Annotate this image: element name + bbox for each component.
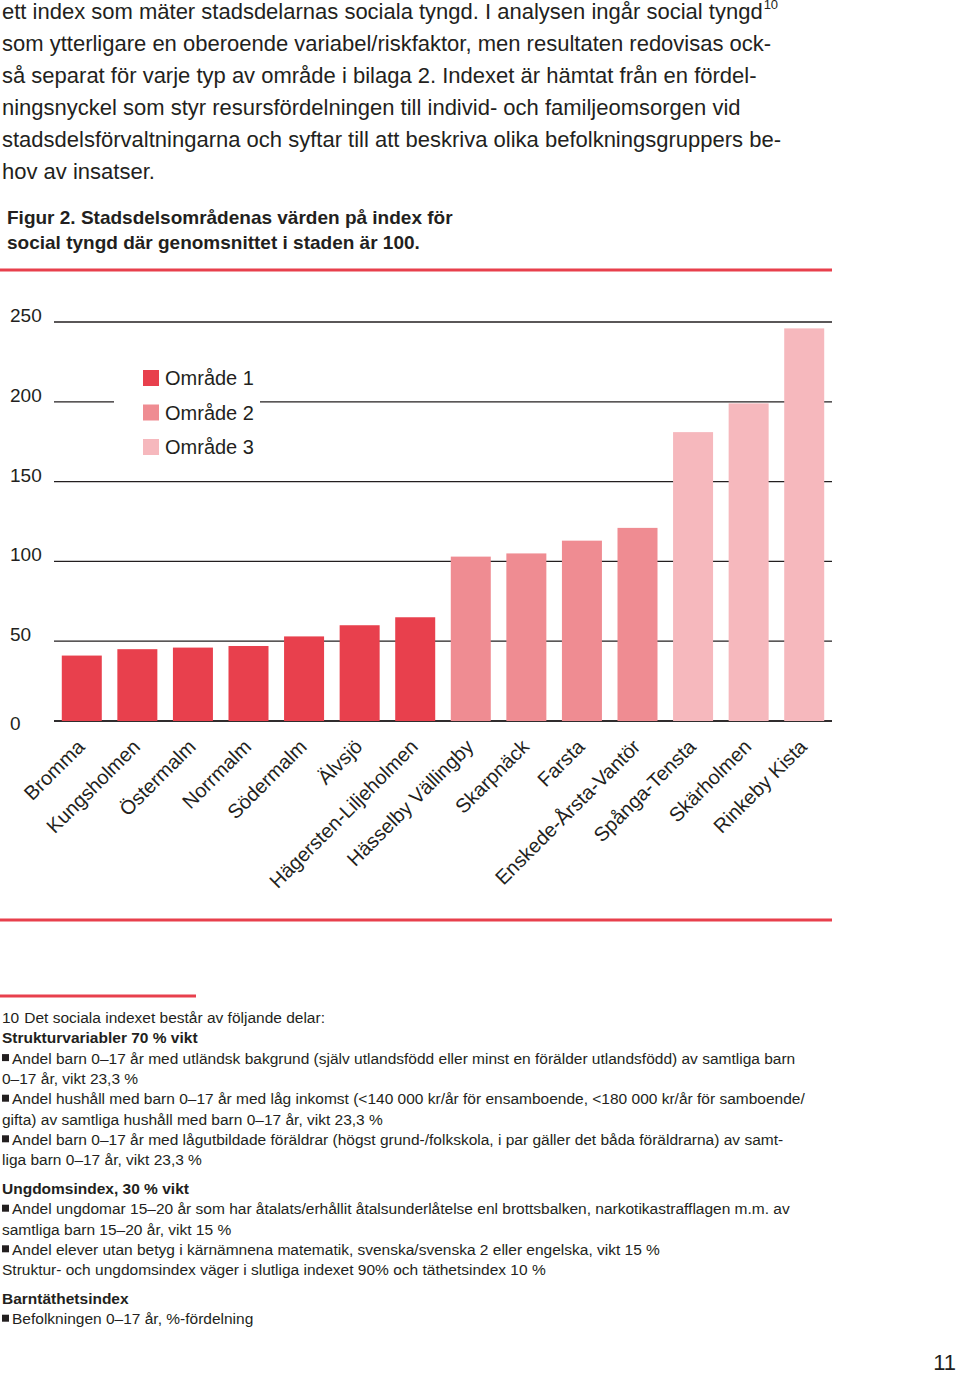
category-label: Älvsjö [313,735,366,788]
grid-line [54,720,832,721]
bar [173,648,213,721]
paragraph-line: som ytterligare en oberoende variabel/ri… [2,31,771,56]
bar [62,656,102,721]
paragraph-line: hov av insatser. [2,159,155,184]
footnote-heading: Strukturvariabler 70 % vikt [2,1029,198,1046]
paragraph-line: ett index som mäter stadsdelarnas social… [2,0,763,24]
tick-label: 100 [10,544,42,565]
tick-label: 50 [10,624,31,645]
legend-swatch [143,370,159,386]
legend-label: Område 3 [165,436,254,458]
legend-label: Område 1 [165,367,254,389]
rule [0,995,196,998]
footnote-ref: 10 [764,0,778,12]
page: ett index som mäter stadsdelarnas social… [0,0,960,1376]
footnote-text: Andel hushåll med barn 0–17 år med låg i… [12,1090,805,1107]
grid [54,322,832,721]
axis-line [54,720,832,721]
bar [729,403,769,721]
category-label: Rinkeby Kista [709,735,812,838]
footnote-text: Befolkningen 0–17 år, %-fördelning [12,1310,253,1327]
paragraph-line: stadsdelsförvaltningarna och syftar till… [2,127,781,152]
category-label: Kungsholmen [42,735,144,837]
bullet [2,1054,9,1061]
legend: Område 1 Område 2 Område 3 [114,362,260,462]
footnote-text: 0–17 år, vikt 23,3 % [2,1070,138,1087]
grid-line [54,481,832,482]
footnote-heading: Ungdomsindex, 30 % vikt [2,1180,189,1197]
bar [284,636,324,721]
bar [229,646,269,721]
bar [562,541,602,721]
bar [618,528,658,721]
bullet [2,1135,9,1142]
bar [117,649,157,721]
bar [673,432,713,721]
tick-label: 0 [10,713,21,734]
footnote-text: Andel barn 0–17 år med lågutbildade förä… [12,1131,783,1148]
grid-line [54,321,832,322]
bullet [2,1315,9,1322]
bar [340,625,380,721]
chart-title: Figur 2. Stadsdelsområdenas värden på in… [7,207,453,228]
bullet [2,1245,9,1252]
footnote-text: Det sociala indexet består av följande d… [24,1009,325,1026]
bullet [2,1095,9,1102]
page-number: 11 [933,1350,956,1375]
legend-box [114,362,260,462]
footnote-text: samtliga barn 15–20 år, vikt 15 % [2,1221,231,1238]
paragraph-line: så separat för varje typ av område i bil… [2,63,757,88]
bar [395,617,435,721]
footnote-text: Andel ungdomar 15–20 år som har åtalats/… [12,1200,790,1217]
footnote-text: Struktur- och ungdomsindex väger i slutl… [2,1261,546,1278]
legend-swatch [143,439,159,455]
legend-swatch [143,405,159,421]
footnote-number: 10 [2,1009,20,1026]
bars [62,328,824,721]
grid-line [54,641,832,642]
category-label: Södermalm [223,735,311,823]
tick-label: 200 [10,385,42,406]
footnote-text: gifta) av samtliga hushåll med barn 0–17… [2,1111,383,1128]
bar [506,553,546,721]
tick-label: 150 [10,465,42,486]
chart-title: social tyngd där genomsnittet i staden ä… [7,232,420,253]
category-label: Skarpnäck [451,735,534,818]
grid-line [54,561,832,562]
paragraph-line: ningsnyckel som styr resursfördelningen … [2,95,741,120]
footnote-text: liga barn 0–17 år, vikt 23,3 % [2,1151,202,1168]
rule [0,919,832,922]
footnote-text: Andel barn 0–17 år med utländsk bakgrund… [12,1050,795,1067]
footnote-heading: Barntäthetsindex [2,1290,129,1307]
tick-label: 250 [10,305,42,326]
rule [0,269,832,272]
bar [451,557,491,721]
legend-label: Område 2 [165,402,254,424]
bullet [2,1205,9,1212]
bar [784,328,824,721]
footnote-text: Andel elever utan betyg i kärnämnena mat… [12,1241,660,1258]
